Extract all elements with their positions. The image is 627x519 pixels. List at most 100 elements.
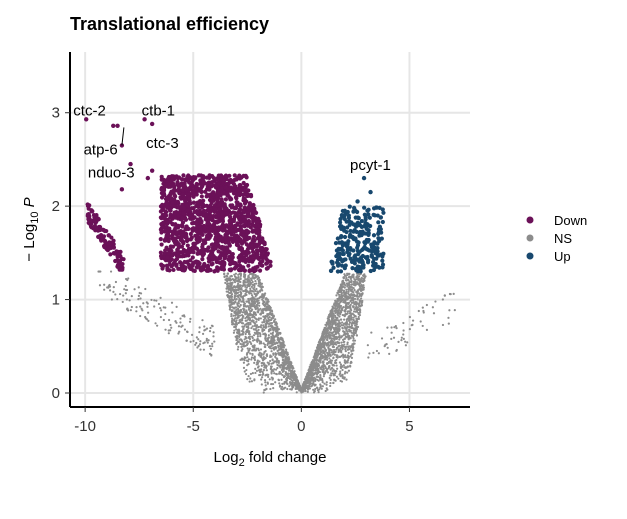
point-ns (352, 310, 356, 313)
point-down (211, 176, 217, 181)
point-ns (276, 337, 280, 340)
point-ns (352, 345, 355, 349)
point-ns (256, 361, 259, 364)
point-ns (289, 371, 293, 374)
point-ns (235, 336, 238, 340)
point-ns (343, 292, 346, 296)
point-ns (239, 274, 242, 277)
point-down (181, 211, 186, 216)
point-ns (226, 272, 229, 275)
point-ns (258, 360, 261, 363)
point-ns (321, 349, 325, 352)
point-ns (253, 355, 256, 358)
point-ns (259, 335, 262, 338)
point-ns (259, 313, 262, 316)
point-ns (234, 272, 238, 275)
point-down (224, 207, 229, 212)
point-down (229, 228, 234, 233)
point-ns (356, 292, 359, 295)
point-ns (338, 306, 341, 309)
point-ns (323, 352, 326, 355)
point-ns (212, 331, 215, 334)
point-down (194, 187, 199, 192)
point-ns (422, 311, 425, 314)
point-ns (377, 352, 380, 355)
point-ns (239, 280, 242, 284)
point-down (181, 229, 186, 234)
point-down (95, 216, 101, 221)
point-down (165, 266, 170, 271)
point-ns (339, 301, 342, 304)
point-down (250, 249, 256, 254)
point-ns (263, 343, 267, 346)
point-ns (386, 326, 389, 329)
point-ns (164, 312, 167, 316)
point-ns (313, 352, 317, 356)
point-ns (262, 356, 265, 359)
point-ns (237, 302, 240, 305)
point-down (176, 266, 181, 271)
point-ns (355, 294, 358, 297)
point-ns (350, 313, 353, 316)
point-ns (250, 302, 253, 305)
point-down (199, 185, 204, 191)
point-ns (197, 344, 200, 348)
point-down (211, 213, 216, 219)
point-ns (256, 366, 260, 369)
point-ns (170, 301, 174, 304)
point-ns (276, 366, 279, 370)
point-ns (363, 275, 366, 278)
point-ns (248, 340, 251, 343)
point-ns (240, 319, 243, 322)
point-ns (353, 297, 357, 300)
point-down (217, 244, 222, 250)
point-up (376, 220, 381, 225)
point-ns (351, 275, 355, 278)
point-down (176, 223, 181, 228)
point-down (197, 223, 203, 229)
point-down (203, 217, 208, 222)
point-down (243, 220, 248, 225)
point-down (234, 196, 239, 201)
point-ns (103, 283, 106, 286)
point-ns (259, 317, 262, 320)
point-ns (276, 363, 279, 367)
point-ns (250, 326, 253, 330)
point-ns (352, 339, 355, 342)
point-down (163, 184, 168, 189)
point-ns (137, 298, 140, 301)
point-down (246, 244, 251, 249)
point-ns (230, 275, 233, 278)
point-down (119, 262, 124, 268)
point-ns (242, 327, 245, 330)
point-ns (370, 331, 373, 334)
point-ns (421, 324, 424, 328)
point-ns (257, 284, 260, 287)
point-ns (108, 289, 112, 292)
point-ns (270, 344, 273, 348)
point-ns (255, 363, 258, 366)
point-ns (278, 371, 281, 374)
point-ns (362, 284, 365, 287)
point-ns (275, 357, 279, 360)
point-ns (244, 372, 248, 376)
point-ns (157, 302, 161, 306)
point-ns (232, 314, 235, 317)
point-ns (334, 371, 337, 375)
point-ns (317, 391, 320, 394)
point-down (179, 244, 185, 249)
point-ns (282, 358, 285, 361)
point-down (223, 197, 229, 202)
point-down (259, 252, 264, 257)
point-ns (269, 359, 272, 363)
point-ns (283, 382, 286, 385)
point-ns (261, 359, 265, 362)
point-ns (245, 353, 249, 356)
point-ns (260, 364, 263, 367)
point-ns (110, 298, 113, 301)
point-ns (116, 298, 119, 301)
point-ns (235, 338, 238, 342)
point-down (162, 237, 168, 242)
point-down (204, 213, 209, 218)
